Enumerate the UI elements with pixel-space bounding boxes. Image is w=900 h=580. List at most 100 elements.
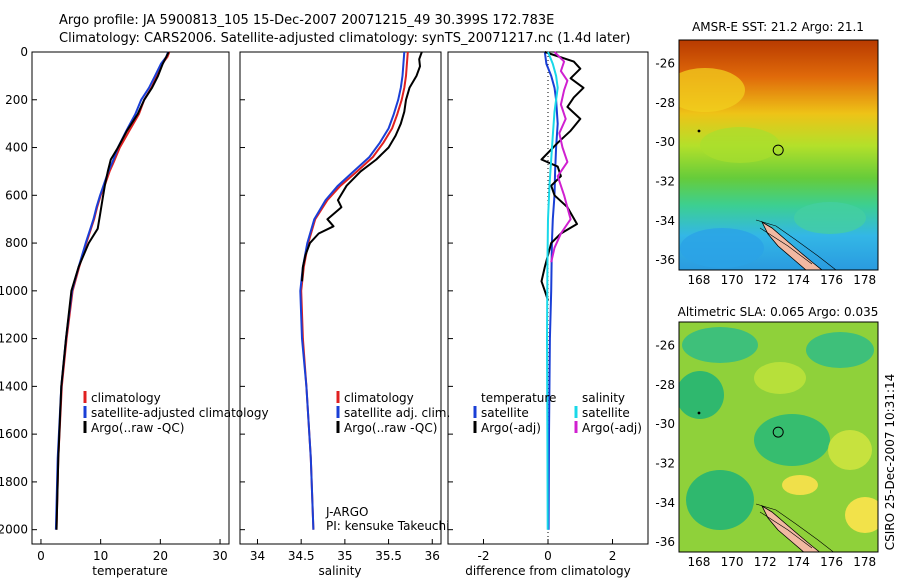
sla-low-patch xyxy=(806,332,874,368)
legend-title-salinity: salinity xyxy=(582,391,625,405)
y-tick-label: 400 xyxy=(5,141,28,155)
map-lat-label: -34 xyxy=(655,496,675,510)
legend-label-sal-satellite: satellite xyxy=(582,406,630,420)
map-lon-label: 178 xyxy=(853,273,876,287)
header-line1: Argo profile: JA 5900813_105 15-Dec-2007… xyxy=(59,13,554,28)
legend-label-sal-argo: Argo(-adj) xyxy=(582,421,642,435)
y-tick-label: 1200 xyxy=(0,332,28,346)
map-lat-label: -36 xyxy=(655,535,675,549)
x-tick-label: 2 xyxy=(609,549,617,563)
y-tick-label: 1600 xyxy=(0,427,28,441)
y-tick-label: 200 xyxy=(5,93,28,107)
y-tick-label: 1800 xyxy=(0,475,28,489)
map-lat-label: -32 xyxy=(655,457,675,471)
series-line-satellite-adjusted-climatology xyxy=(54,51,170,530)
sst-warm-patch xyxy=(679,68,745,112)
sla-low-patch xyxy=(686,470,754,530)
series-line-temperature-argo-adj xyxy=(540,51,585,301)
salinity-legend: climatology satellite adj. clim. Argo(..… xyxy=(325,391,450,533)
salinity-axis-label: salinity xyxy=(318,564,361,578)
y-tick-label: 1400 xyxy=(0,379,28,393)
sla-high-patch xyxy=(828,430,872,470)
argo-float-position-marker xyxy=(772,426,784,438)
x-tick-label: 35 xyxy=(337,549,352,563)
map-lon-label: 174 xyxy=(787,273,810,287)
temperature-panel-frame xyxy=(31,51,230,545)
temperature-axis-label: temperature xyxy=(92,564,167,578)
salinity-panel-frame xyxy=(239,51,442,545)
legend-label-temp-satellite: satellite xyxy=(481,406,529,420)
bathymetry-contour xyxy=(755,503,834,552)
float-pi-label: PI: kensuke Takeuchi xyxy=(326,519,449,533)
map-lat-label: -26 xyxy=(655,339,675,353)
map-lon-label: 168 xyxy=(687,273,710,287)
float-program-label: J-ARGO xyxy=(325,505,368,519)
legend-label-satellite: satellite adj. clim. xyxy=(344,406,450,420)
y-tick-label: 0 xyxy=(20,45,28,59)
timestamp-side-label: CSIRO 25-Dec-2007 10:31:14 xyxy=(883,374,897,551)
x-tick-label: 20 xyxy=(153,549,168,563)
sst-mid-patch xyxy=(700,127,780,163)
legend-label-climatology: climatology xyxy=(91,391,161,405)
legend-label-satellite: satellite-adjusted climatology xyxy=(91,406,269,420)
new-zealand-land xyxy=(761,504,821,552)
sla-map: Altimetric SLA: 0.065 Argo: 0.035 xyxy=(678,305,879,553)
map-lat-label: -34 xyxy=(655,214,675,228)
difference-legend: temperature salinity satellite Argo(-adj… xyxy=(473,391,642,435)
map-lon-label: 172 xyxy=(754,555,777,569)
x-tick-label: 0 xyxy=(544,549,552,563)
y-tick-label: 1000 xyxy=(0,284,28,298)
small-island xyxy=(697,411,701,415)
legend-label-argo: Argo(..raw -QC) xyxy=(344,421,437,435)
legend-label-temp-argo: Argo(-adj) xyxy=(481,421,541,435)
map-lon-label: 170 xyxy=(721,555,744,569)
header-line2: Climatology: CARS2006. Satellite-adjuste… xyxy=(59,31,631,46)
small-island xyxy=(697,129,701,133)
map-lat-label: -26 xyxy=(655,57,675,71)
legend-label-climatology: climatology xyxy=(344,391,414,405)
map-lon-label: 178 xyxy=(853,555,876,569)
x-tick-label: 36 xyxy=(425,549,440,563)
map-lat-label: -30 xyxy=(655,417,675,431)
legend-label-argo: Argo(..raw -QC) xyxy=(91,421,184,435)
series-line-argo-raw-qc xyxy=(301,51,423,282)
sla-high-patch xyxy=(845,497,878,533)
map-lat-label: -28 xyxy=(655,96,675,110)
series-line-climatology xyxy=(55,51,171,530)
map-lon-label: 170 xyxy=(721,273,744,287)
bathymetry-contour xyxy=(759,227,813,265)
sla-high-patch xyxy=(754,362,806,394)
y-tick-label: 600 xyxy=(5,188,28,202)
map-lon-label: 174 xyxy=(787,555,810,569)
sst-teal-patch xyxy=(794,202,866,234)
series-line-argo-raw-qc xyxy=(55,51,170,530)
x-tick-label: 34 xyxy=(250,549,265,563)
sst-map-title: AMSR-E SST: 21.2 Argo: 21.1 xyxy=(692,20,864,34)
sla-low-patch xyxy=(679,371,724,419)
sla-low-patch xyxy=(682,327,758,363)
y-tick-label: 800 xyxy=(5,236,28,250)
map-lat-label: -30 xyxy=(655,135,675,149)
x-tick-label: 10 xyxy=(93,549,108,563)
series-line-salinity-argo-adj xyxy=(550,51,572,263)
profile-lines xyxy=(54,51,585,544)
sst-map-frame xyxy=(678,39,879,271)
argo-float-position-marker xyxy=(772,144,784,156)
map-lon-label: 176 xyxy=(820,273,843,287)
y-tick-label: 2000 xyxy=(0,523,28,537)
sla-map-frame xyxy=(678,321,879,553)
new-zealand-land xyxy=(761,220,823,270)
map-lon-label: 168 xyxy=(687,555,710,569)
series-line-climatology xyxy=(300,51,409,530)
map-lat-label: -32 xyxy=(655,175,675,189)
bathymetry-contour xyxy=(755,219,837,270)
x-tick-label: -2 xyxy=(477,549,489,563)
x-tick-label: 30 xyxy=(212,549,227,563)
legend-title-temperature: temperature xyxy=(481,391,556,405)
x-tick-label: 0 xyxy=(37,549,45,563)
sst-cool-patch xyxy=(680,228,764,268)
sla-high-patch xyxy=(782,475,818,495)
sst-map: AMSR-E SST: 21.2 Argo: 21.1 xyxy=(678,20,879,271)
x-tick-label: 35.5 xyxy=(375,549,402,563)
